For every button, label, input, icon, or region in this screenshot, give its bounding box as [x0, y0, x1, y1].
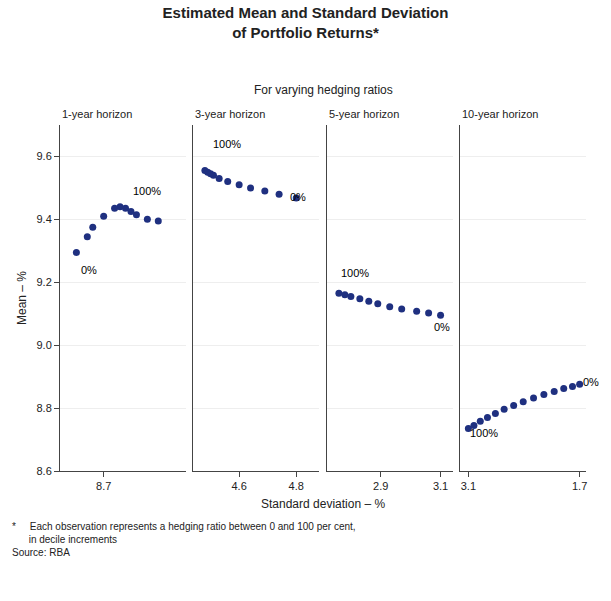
svg-text:9.6: 9.6 — [37, 150, 52, 162]
svg-text:8.8: 8.8 — [37, 402, 52, 414]
svg-text:Mean – %: Mean – % — [15, 271, 29, 325]
svg-text:5-year horizon: 5-year horizon — [329, 108, 399, 120]
svg-text:4.6: 4.6 — [231, 480, 246, 492]
svg-text:0%: 0% — [434, 321, 450, 333]
svg-text:0%: 0% — [290, 191, 306, 203]
svg-text:9.4: 9.4 — [37, 213, 52, 225]
svg-text:For varying hedging ratios: For varying hedging ratios — [254, 83, 393, 97]
svg-text:1.7: 1.7 — [572, 480, 587, 492]
svg-text:100%: 100% — [470, 427, 498, 439]
svg-text:0%: 0% — [81, 264, 97, 276]
svg-text:8.7: 8.7 — [96, 480, 111, 492]
svg-text:2.9: 2.9 — [373, 480, 388, 492]
svg-text:3.1: 3.1 — [461, 480, 476, 492]
svg-text:8.6: 8.6 — [37, 465, 52, 477]
svg-text:10-year horizon: 10-year horizon — [462, 108, 538, 120]
svg-text:100%: 100% — [133, 185, 161, 197]
svg-text:0%: 0% — [583, 376, 599, 388]
svg-text:3-year horizon: 3-year horizon — [195, 108, 265, 120]
svg-text:9.2: 9.2 — [37, 276, 52, 288]
svg-text:Standard deviation – %: Standard deviation – % — [261, 497, 385, 511]
svg-text:100%: 100% — [213, 138, 241, 150]
svg-text:4.8: 4.8 — [289, 480, 304, 492]
svg-text:100%: 100% — [341, 267, 369, 279]
svg-text:1-year horizon: 1-year horizon — [62, 108, 132, 120]
svg-text:* Each observation represe: * Each observation represents a hedging … — [12, 521, 356, 558]
svg-text:3.1: 3.1 — [433, 480, 448, 492]
svg-text:9.0: 9.0 — [37, 339, 52, 351]
svg-text:Estimated Mean and Standard De: Estimated Mean and Standard Deviationof … — [163, 4, 449, 41]
